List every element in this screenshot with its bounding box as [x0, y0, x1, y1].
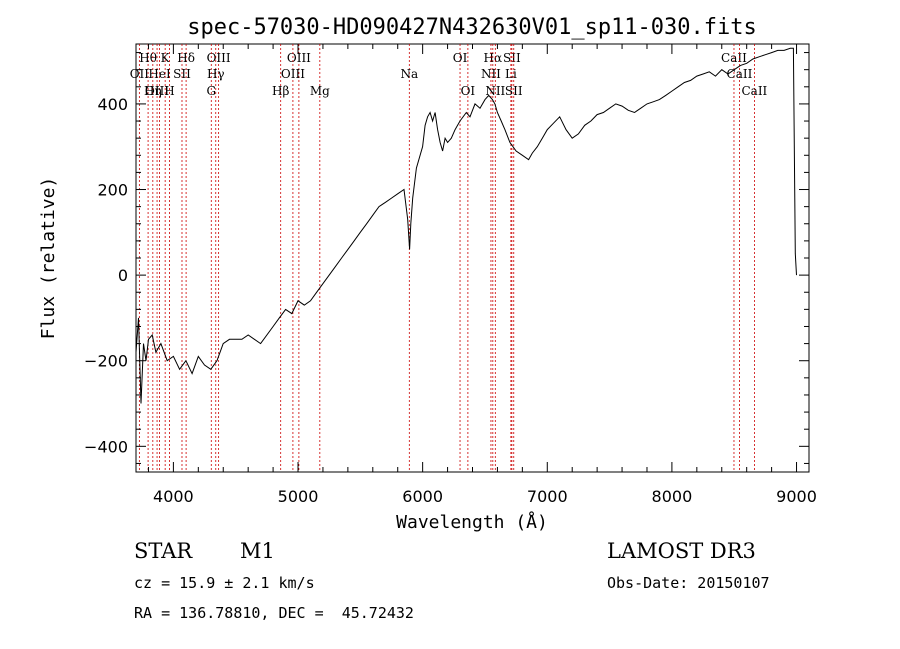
marker-label-6: SII [173, 67, 191, 81]
y-tick-label-200: 200 [97, 181, 128, 200]
x-axis-ticks: 4000 5000 6000 7000 8000 9000 [147, 44, 817, 506]
obs-date: Obs-Date: 20150107 [607, 574, 770, 592]
y-tick-label--400: −400 [84, 437, 128, 456]
x-tick-label-8000: 8000 [652, 487, 693, 506]
marker-label-13: OIII [287, 51, 311, 65]
marker-label-9: OIII [207, 51, 231, 65]
x-tick-label-4000: 4000 [153, 487, 194, 506]
y-axis-label: Flux (relative) [38, 177, 59, 340]
x-tick-label-9000: 9000 [776, 487, 817, 506]
x-tick-label-7000: 7000 [527, 487, 568, 506]
survey-name: LAMOST DR3 [607, 539, 756, 563]
marker-label-4: Hη [144, 84, 162, 98]
y-tick-label-400: 400 [97, 95, 128, 114]
marker-label-23: NII [485, 84, 505, 98]
marker-label-3: HeI [148, 67, 171, 81]
coordinates: RA = 136.78810, DEC = 45.72432 [134, 604, 414, 622]
marker-label-21: NII [481, 67, 501, 81]
object-class: STAR [134, 539, 193, 563]
y-tick-label--200: −200 [84, 352, 128, 371]
marker-label-16: Na [400, 67, 418, 81]
plot-frame [135, 43, 810, 473]
spectrum-line [135, 47, 797, 404]
marker-label-1: OII [130, 67, 150, 81]
y-axis-ticks: −400 −200 0 200 400 [84, 52, 809, 464]
marker-label-2: OIII [145, 84, 169, 98]
marker-label-10: Hγ [207, 67, 225, 81]
marker-label-18: OI [461, 84, 476, 98]
marker-label-27: CaII [741, 84, 767, 98]
x-tick-label-6000: 6000 [402, 487, 443, 506]
marker-label-25: CaII [721, 51, 747, 65]
object-subclass: M1 [240, 539, 275, 563]
redshift-cz: cz = 15.9 ± 2.1 km/s [134, 574, 315, 592]
x-tick-label-5000: 5000 [278, 487, 319, 506]
x-axis-label: Wavelength (Å) [396, 511, 548, 533]
marker-label-12: Hβ [272, 84, 289, 98]
marker-label-20: SII [503, 51, 521, 65]
marker-label-11: G [206, 84, 216, 98]
marker-label-7: H [164, 84, 174, 98]
marker-label-14: OIII [281, 67, 305, 81]
y-tick-label-0: 0 [118, 266, 128, 285]
marker-label-17: OI [453, 51, 468, 65]
marker-label-24: SII [505, 84, 523, 98]
marker-label-26: CaII [727, 67, 753, 81]
chart-title: spec-57030-HD090427N432630V01_sp11-030.f… [187, 15, 757, 40]
marker-label-22: Li [505, 67, 517, 81]
marker-label-19: Hα [484, 51, 503, 65]
marker-label-0: Hθ [139, 51, 157, 65]
marker-label-5: K [161, 51, 171, 65]
marker-label-15: Mg [310, 84, 330, 98]
marker-label-8: Hδ [177, 51, 195, 65]
